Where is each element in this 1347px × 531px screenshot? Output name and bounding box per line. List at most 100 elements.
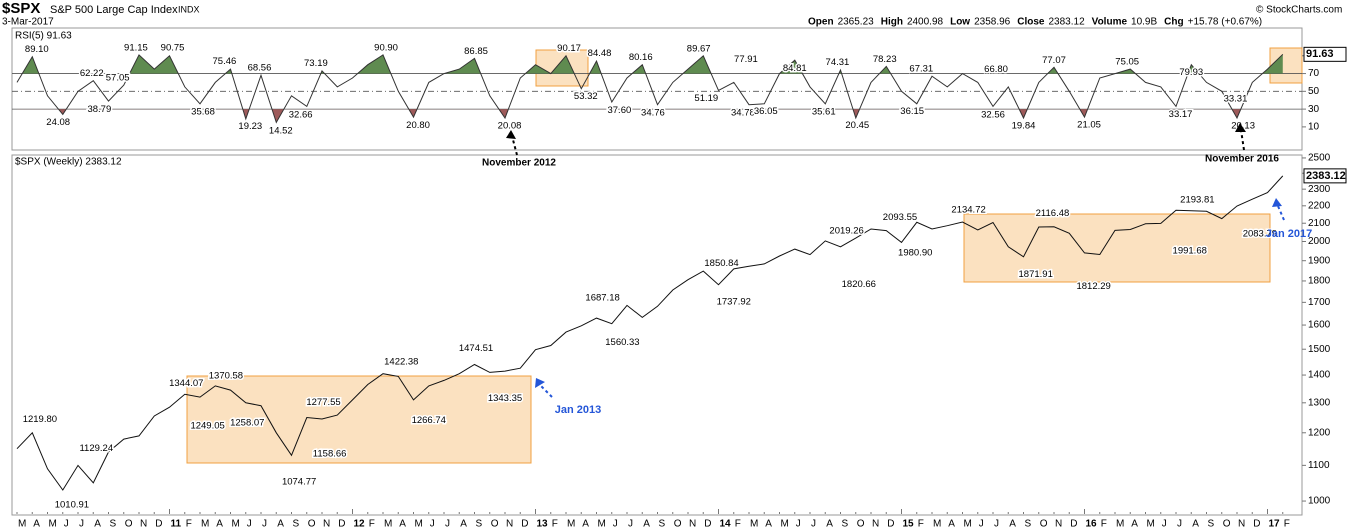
annotation: 75.05 [1115,57,1139,68]
annotation: 89.10 [25,44,49,55]
copyright: © StockCharts.com [1256,5,1342,16]
y-tick-label: 70 [1308,68,1320,79]
annotation: 1249.05 [190,420,224,431]
annotation: 34.78 [731,107,755,118]
x-tick-label: A [216,519,223,530]
x-tick-label: D [338,519,345,530]
annotation: 1370.58 [209,371,243,382]
x-tick-label: J [979,519,984,530]
x-tick-label: F [1284,519,1290,530]
x-tick-label: M [1116,519,1124,530]
y-tick-label: 2500 [1308,153,1331,164]
annotation: 91.15 [124,42,148,53]
annotation: 24.08 [46,117,70,128]
annotation: 90.17 [557,43,581,54]
last-value-label: 2383.12 [1306,170,1346,182]
annotation: 2116.48 [1036,208,1070,219]
annotation: 21.05 [1077,120,1101,131]
x-tick-label: O [308,519,316,530]
annotation: 1991.68 [1173,246,1207,257]
x-tick-label: N [506,519,513,530]
stat-value: 2400.98 [907,17,944,28]
x-tick-label: J [247,519,252,530]
annotation: 2093.55 [883,212,917,223]
x-tick-label: A [33,519,40,530]
y-tick-label: 1200 [1308,427,1331,438]
x-tick-label: 13 [537,519,549,530]
x-tick-label: F [918,519,924,530]
x-tick-label: 11 [171,519,182,530]
annotation: 1277.55 [306,397,340,408]
arrow [1240,129,1245,151]
x-tick-label: J [994,519,999,530]
callout: Jan 2017 [1266,228,1312,240]
annotation: 2019.26 [829,225,863,236]
x-tick-label: M [415,519,423,530]
annotation: 84.81 [783,63,807,74]
annotation: 80.16 [629,52,653,63]
y-tick-label: 50 [1308,86,1320,97]
x-tick-label: M [1147,519,1155,530]
x-tick-label: A [765,519,772,530]
annotation: 1129.24 [79,443,113,454]
annotation: 1266.74 [412,415,446,426]
x-tick-label: S [1208,519,1215,530]
annotation: 1344.07 [169,378,203,389]
annotation: 84.48 [588,48,612,59]
annotation: 73.19 [304,58,328,69]
x-tick-label: D [155,519,162,530]
highlight [535,49,589,87]
callout: November 2012 [482,158,556,169]
annotation: 68.56 [248,62,272,73]
annotation: 77.07 [1042,55,1066,66]
annotation: 1010.91 [55,499,89,510]
annotation: 1687.18 [585,293,619,304]
stat-label: Close [1017,17,1045,28]
last-value-label: 91.63 [1306,48,1334,60]
x-tick-label: A [1131,519,1138,530]
highlight [186,375,532,464]
x-tick-label: N [689,519,696,530]
stat-label: High [881,17,903,28]
x-tick-label: 12 [354,519,366,530]
annotation: 1871.91 [1019,269,1053,280]
x-tick-label: O [491,519,499,530]
price-frame [11,154,1303,516]
x-tick-label: J [1177,519,1182,530]
x-tick-label: J [628,519,633,530]
x-tick-label: O [125,519,133,530]
x-tick-label: S [1025,519,1032,530]
annotation: 32.56 [981,109,1005,120]
annotation: 1158.66 [313,448,347,459]
y-tick-label: 2300 [1308,184,1331,195]
x-tick-label: M [781,519,789,530]
stat-label: Low [950,17,970,28]
arrow-head [1235,123,1246,132]
rsi-frame [11,27,1303,151]
x-tick-label: N [323,519,330,530]
x-tick-label: S [659,519,666,530]
line [16,175,1284,491]
annotation: 1737.92 [717,297,751,308]
x-tick-label: S [842,519,849,530]
arrow [1277,205,1285,221]
x-tick-label: 14 [720,519,732,530]
annotation: 2134.72 [951,205,985,216]
x-tick-label: J [613,519,618,530]
highlight [963,213,1271,283]
x-tick-label: O [857,519,865,530]
stat-label: Open [808,17,834,28]
annotation: 2083.79 [1243,229,1277,240]
annotation: 77.91 [734,54,758,65]
last-value-box [1303,46,1347,62]
arrow-head [506,130,516,139]
annotation: 35.68 [191,107,215,118]
x-tick-label: A [1192,519,1199,530]
annotation: 1560.33 [605,337,639,348]
y-tick-label: 1500 [1308,344,1331,355]
symbol: $SPX [2,0,40,17]
y-tick-label: 2100 [1308,218,1331,229]
price-title: $SPX (Weekly) 2383.12 [15,157,122,168]
y-tick-label: 10 [1308,122,1320,133]
y-tick-label: 1400 [1308,370,1331,381]
